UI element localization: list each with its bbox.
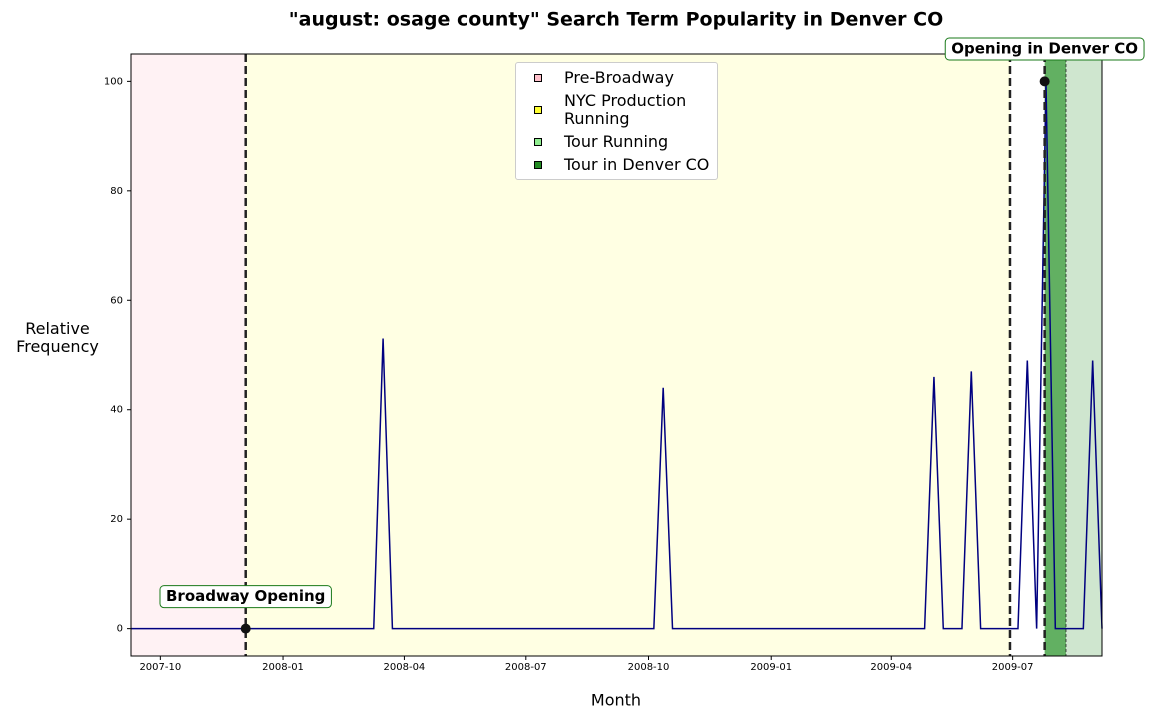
x-tick-label: 2009-01 [750,662,792,673]
region [1065,54,1102,656]
legend-swatch [534,105,542,114]
legend-item: Tour Running [516,130,717,153]
legend-swatch [534,160,542,169]
x-tick-label: 2008-01 [262,662,304,673]
y-tick-label: 0 [117,624,123,635]
legend-label: Tour in Denver CO [564,154,710,174]
legend-item: Tour in Denver CO [516,153,717,176]
data-line [131,81,1103,630]
legend: Pre-Broadway NYC Production Running Tour R… [515,62,718,180]
y-tick-label: 80 [110,186,123,197]
legend-label: Tour Running [564,131,669,151]
x-tick-label: 2007-10 [139,662,181,673]
y-tick-label: 100 [104,76,123,87]
x-tick-label: 2009-04 [870,662,912,673]
annotation: Opening in Denver CO [944,37,1145,61]
y-tick-label: 20 [110,514,123,525]
chart-title: "august: osage county" Search Term Popul… [289,9,943,31]
x-tick-label: 2009-07 [992,662,1034,673]
plot-frame [130,53,1103,657]
legend-item: NYC Production Running [516,89,717,130]
annotation-label: Opening in Denver CO [951,40,1138,58]
legend-swatch [534,137,542,146]
annotation-box [944,37,1145,61]
x-axis-label: Month [591,691,641,710]
annotation-box [159,585,332,609]
annotation-label: Broadway Opening [166,587,325,605]
x-tick-label: 2008-04 [384,662,426,673]
legend-swatch [534,73,542,82]
legend-label: Pre-Broadway [564,67,674,87]
y-tick-label: 40 [110,405,123,416]
y-axis-label: Relative Frequency [16,319,99,356]
annotation-point [1039,76,1050,87]
region [1044,54,1066,656]
annotation: Broadway Opening [159,585,332,609]
annotation-point [240,623,251,634]
legend-label: NYC Production Running [564,90,687,128]
x-tick-label: 2008-07 [505,662,547,673]
region [131,54,246,656]
x-tick-label: 2008-10 [628,662,670,673]
y-tick-label: 60 [110,295,123,306]
legend-item: Pre-Broadway [516,66,717,89]
